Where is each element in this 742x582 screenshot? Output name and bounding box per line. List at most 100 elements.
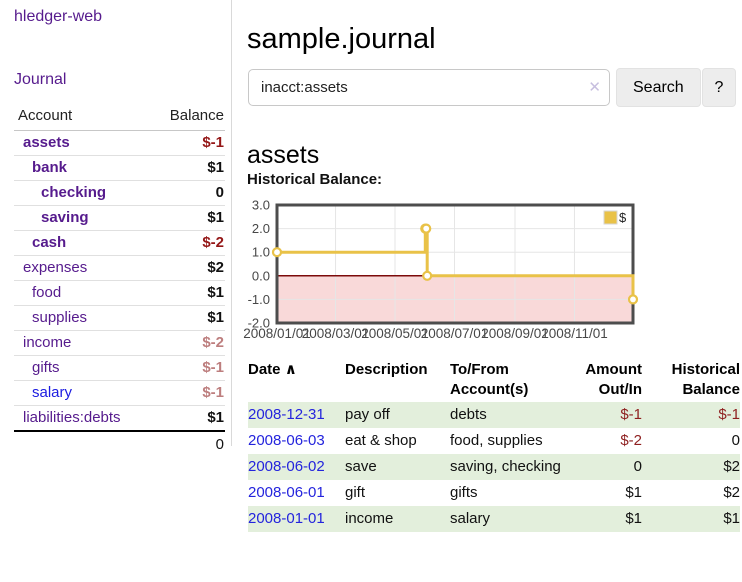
transaction-balance: $-1 bbox=[718, 406, 740, 423]
brand-link[interactable]: hledger-web bbox=[14, 8, 103, 25]
account-link-liabilities-debts[interactable]: liabilities:debts bbox=[23, 409, 121, 426]
transaction-date-link[interactable]: 2008-01-01 bbox=[248, 510, 325, 527]
clear-search-icon[interactable]: ✕ bbox=[588, 79, 601, 96]
transaction-description: gift bbox=[345, 484, 366, 501]
transaction-balance: 0 bbox=[731, 432, 740, 449]
transaction-accounts: salary bbox=[450, 510, 491, 527]
account-link-expenses[interactable]: expenses bbox=[23, 259, 88, 276]
register-table: Date ∧ Description To/From Account(s) Am… bbox=[248, 358, 740, 532]
account-balance: 0 bbox=[149, 180, 225, 206]
transaction-date-link[interactable]: 2008-06-02 bbox=[248, 458, 325, 475]
accounts-total-row: 0 bbox=[14, 430, 225, 457]
account-row: food $1 bbox=[14, 280, 225, 306]
account-balance: $2 bbox=[149, 255, 225, 281]
sort-ascending-icon: ∧ bbox=[284, 361, 297, 378]
search-input[interactable] bbox=[248, 69, 610, 106]
amount-header-line1: Amount bbox=[585, 361, 642, 378]
account-row: expenses $2 bbox=[14, 255, 225, 281]
account-balance: $-1 bbox=[149, 380, 225, 406]
balance-header-line2: Balance bbox=[682, 381, 740, 398]
account-balance: $-1 bbox=[149, 355, 225, 381]
account-balance: $-2 bbox=[149, 330, 225, 356]
account-row: checking 0 bbox=[14, 180, 225, 206]
svg-text:2.0: 2.0 bbox=[252, 221, 270, 236]
register-header-date[interactable]: Date ∧ bbox=[248, 358, 345, 402]
account-row: saving $1 bbox=[14, 205, 225, 231]
account-link-income[interactable]: income bbox=[23, 334, 72, 351]
accounts-table: Account Balance assets $-1 bank $1 checking 0… bbox=[14, 103, 225, 457]
date-header-label: Date bbox=[248, 361, 281, 378]
account-row: assets $-1 bbox=[14, 130, 225, 156]
register-header-accounts: To/From Account(s) bbox=[450, 358, 562, 402]
accounts-header-line2: Account(s) bbox=[450, 381, 529, 398]
svg-text:2008/03/01: 2008/03/01 bbox=[302, 326, 370, 341]
accounts-header-balance: Balance bbox=[149, 103, 225, 131]
transaction-description: income bbox=[345, 510, 394, 527]
svg-text:1.0: 1.0 bbox=[252, 245, 270, 260]
account-link-gifts[interactable]: gifts bbox=[32, 359, 60, 376]
transaction-row: 2008-06-03 eat & shop food, supplies $-2 0 bbox=[248, 428, 740, 454]
svg-text:2008/01/01: 2008/01/01 bbox=[243, 326, 311, 341]
search-button[interactable]: Search bbox=[616, 68, 701, 107]
sidebar-item-journal[interactable]: Journal bbox=[14, 71, 67, 88]
svg-text:2008/09/01: 2008/09/01 bbox=[481, 326, 549, 341]
account-link-bank[interactable]: bank bbox=[32, 159, 68, 176]
accounts-header-line1: To/From bbox=[450, 361, 509, 378]
svg-text:$: $ bbox=[619, 210, 627, 225]
svg-text:2008/07/01: 2008/07/01 bbox=[421, 326, 489, 341]
account-row: salary $-1 bbox=[14, 380, 225, 406]
account-link-cash[interactable]: cash bbox=[32, 234, 67, 251]
account-row: bank $1 bbox=[14, 155, 225, 181]
account-row: cash $-2 bbox=[14, 230, 225, 256]
account-row: income $-2 bbox=[14, 330, 225, 356]
svg-text:0.0: 0.0 bbox=[252, 268, 270, 283]
transaction-row: 2008-12-31 pay off debts $-1 $-1 bbox=[248, 402, 740, 428]
svg-text:-1.0: -1.0 bbox=[248, 292, 270, 307]
account-link-food[interactable]: food bbox=[32, 284, 62, 301]
accounts-total-spacer bbox=[14, 430, 150, 457]
transaction-amount: $-2 bbox=[620, 432, 642, 449]
search-bar: ✕ bbox=[248, 69, 610, 106]
account-balance: $1 bbox=[149, 305, 225, 331]
account-row: gifts $-1 bbox=[14, 355, 225, 381]
account-balance: $1 bbox=[149, 155, 225, 181]
transaction-amount: 0 bbox=[633, 458, 642, 475]
account-link-supplies[interactable]: supplies bbox=[32, 309, 88, 326]
svg-text:2008/05/01: 2008/05/01 bbox=[361, 326, 429, 341]
transaction-date-link[interactable]: 2008-06-01 bbox=[248, 484, 325, 501]
transaction-row: 2008-01-01 income salary $1 $1 bbox=[248, 506, 740, 532]
register-header-row: Date ∧ Description To/From Account(s) Am… bbox=[248, 358, 740, 402]
account-link-assets[interactable]: assets bbox=[23, 134, 70, 151]
accounts-header-account: Account bbox=[14, 103, 150, 131]
account-row: supplies $1 bbox=[14, 305, 225, 331]
account-balance: $1 bbox=[149, 405, 225, 432]
account-balance: $1 bbox=[149, 205, 225, 231]
transaction-description: save bbox=[345, 458, 377, 475]
accounts-total-value: 0 bbox=[149, 430, 225, 457]
account-link-salary[interactable]: salary bbox=[32, 384, 73, 401]
accounts-header-row: Account Balance bbox=[14, 103, 225, 131]
transaction-row: 2008-06-01 gift gifts $1 $2 bbox=[248, 480, 740, 506]
account-link-saving[interactable]: saving bbox=[41, 209, 89, 226]
transaction-amount: $1 bbox=[625, 484, 642, 501]
chart-title: Historical Balance: bbox=[247, 171, 383, 188]
transaction-balance: $2 bbox=[723, 458, 740, 475]
account-link-checking[interactable]: checking bbox=[41, 184, 107, 201]
transaction-accounts: food, supplies bbox=[450, 432, 543, 449]
account-row: liabilities:debts $1 bbox=[14, 405, 225, 432]
transaction-date-link[interactable]: 2008-06-03 bbox=[248, 432, 325, 449]
transaction-date-link[interactable]: 2008-12-31 bbox=[248, 406, 325, 423]
historical-balance-chart: $3.0 2.0 1.0 0.0 -1.0 -2.02008/01/012008/03/0… bbox=[243, 199, 639, 341]
transaction-accounts: gifts bbox=[450, 484, 478, 501]
transaction-amount: $-1 bbox=[620, 406, 642, 423]
transaction-balance: $1 bbox=[723, 510, 740, 527]
sidebar: hledger-web Journal Account Balance asse… bbox=[0, 0, 232, 457]
transaction-balance: $2 bbox=[723, 484, 740, 501]
register-header-description: Description bbox=[345, 361, 428, 378]
svg-text:2008/11/01: 2008/11/01 bbox=[541, 326, 608, 341]
help-button[interactable]: ? bbox=[702, 68, 736, 107]
account-balance: $-1 bbox=[149, 130, 225, 156]
svg-text:-2.0: -2.0 bbox=[248, 316, 270, 331]
register-header-balance: Historical Balance bbox=[642, 358, 740, 402]
account-balance: $-2 bbox=[149, 230, 225, 256]
